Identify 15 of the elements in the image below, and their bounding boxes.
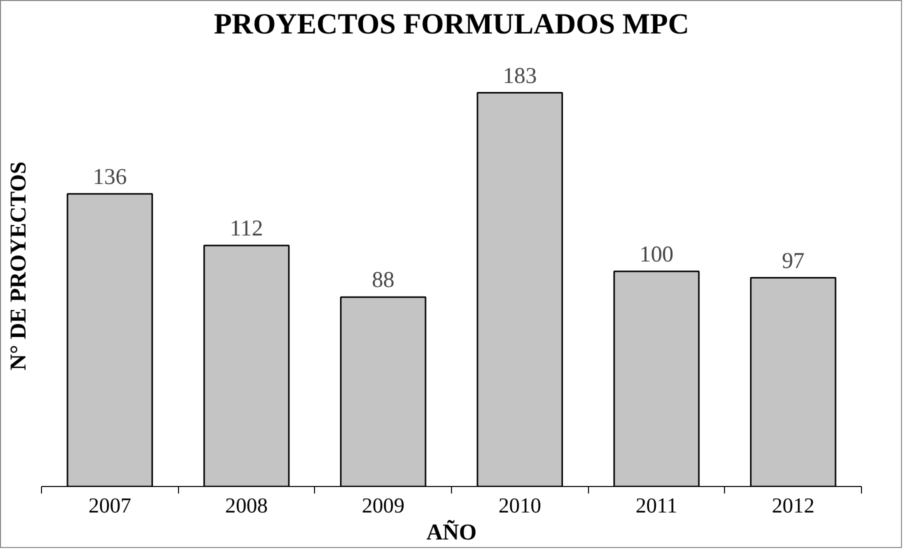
data-label: 100 xyxy=(640,241,674,266)
x-tick-label: 2008 xyxy=(225,494,268,518)
x-tick-label: 2011 xyxy=(636,494,678,518)
x-tick-label: 2007 xyxy=(88,494,132,518)
data-label: 136 xyxy=(92,164,127,189)
x-tick-label: 2009 xyxy=(362,494,404,518)
data-label: 183 xyxy=(502,62,537,88)
data-label: 88 xyxy=(372,267,394,292)
data-label: 97 xyxy=(782,248,804,273)
chart-title: PROYECTOS FORMULADOS MPC xyxy=(214,8,690,40)
x-tick-label: 2012 xyxy=(772,494,814,518)
x-axis-title: AÑO xyxy=(426,520,477,544)
data-label: 112 xyxy=(230,216,264,241)
y-axis-title: N° DE PROYECTOS xyxy=(6,162,30,370)
x-tick-label: 2010 xyxy=(498,494,542,518)
